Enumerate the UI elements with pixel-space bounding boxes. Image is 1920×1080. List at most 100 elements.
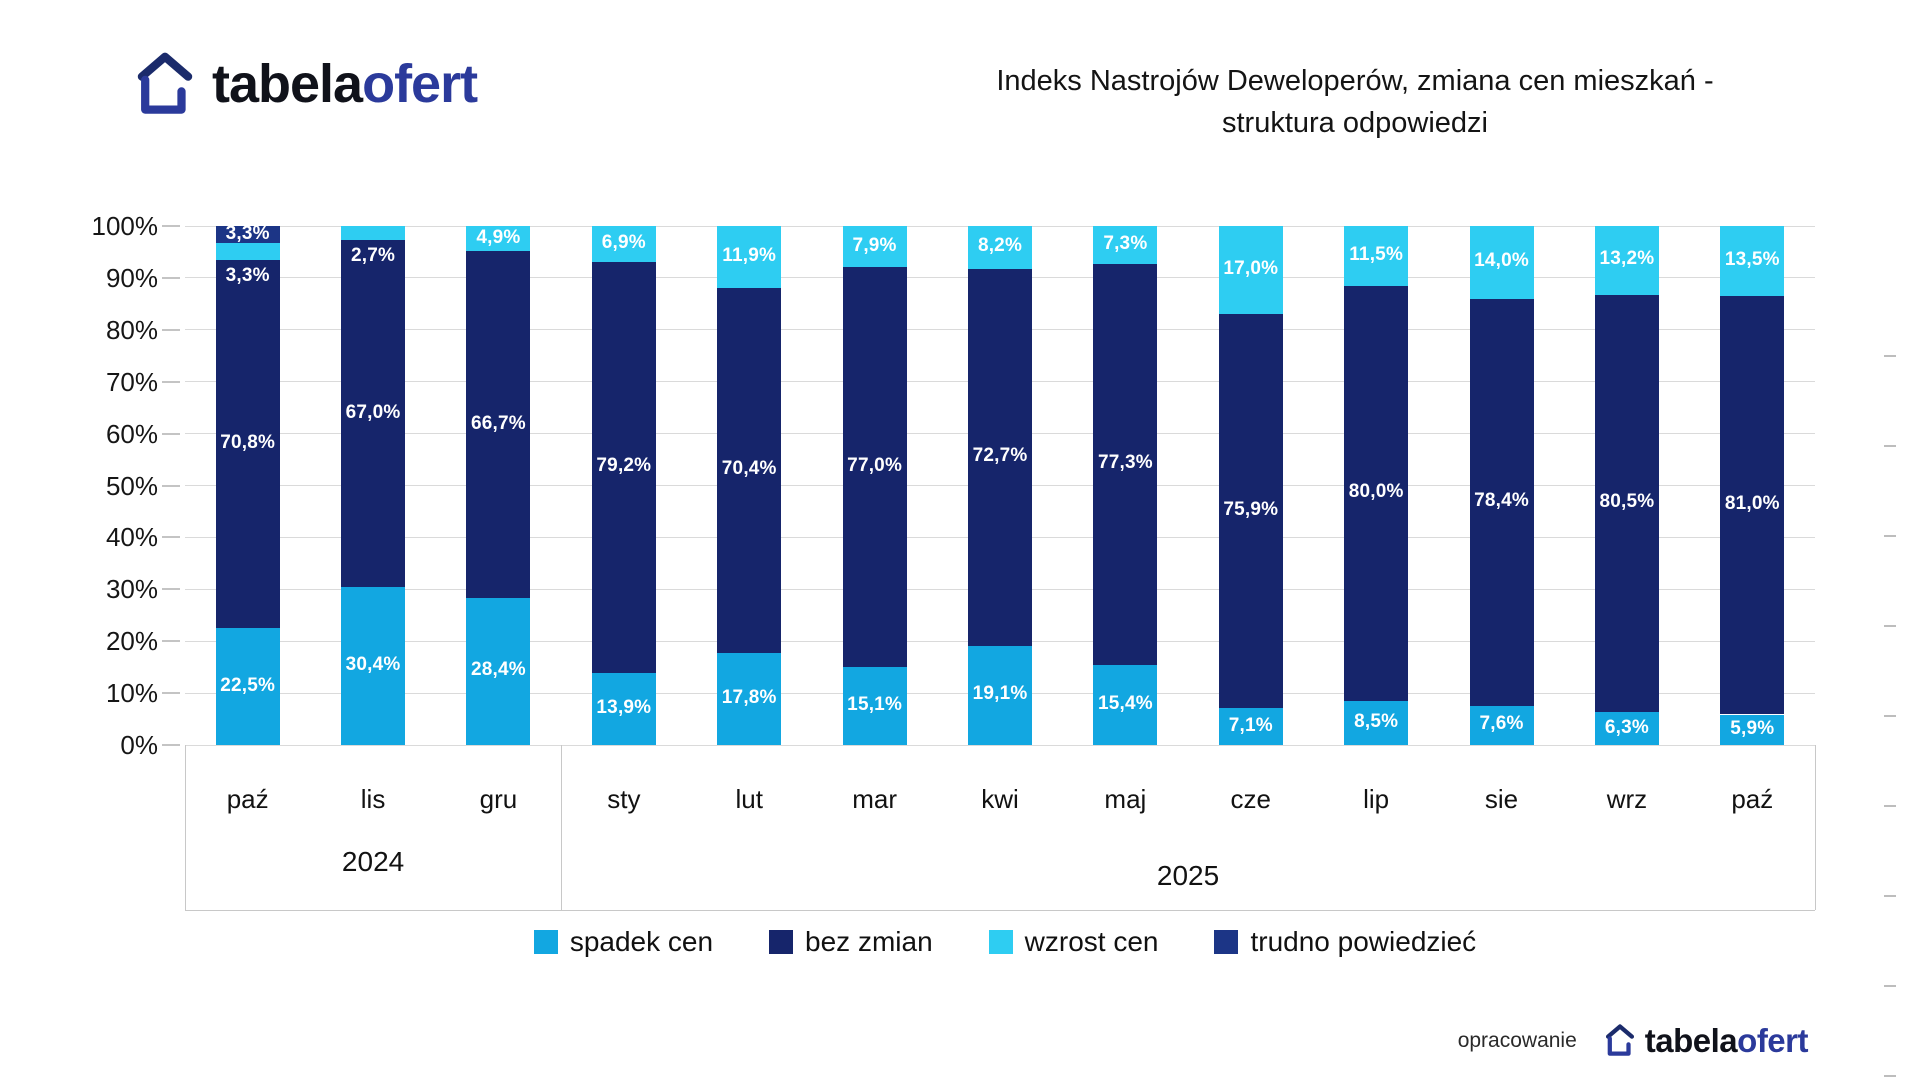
x-axis-month-label-mar: mar bbox=[852, 784, 897, 814]
y-axis-tick-mark bbox=[162, 588, 180, 591]
bar-value-label: 14,0% bbox=[1474, 250, 1529, 272]
x-axis-month-label-lut: lut bbox=[735, 784, 763, 814]
y-axis-tick-mark bbox=[162, 536, 180, 539]
bar-segment-maj-spadek-cen bbox=[1093, 665, 1158, 745]
bar-value-label: 28,4% bbox=[471, 659, 526, 681]
y-axis-tick-label: 0% bbox=[120, 730, 158, 760]
bar-value-label: 7,6% bbox=[1479, 713, 1524, 735]
footer: opracowanie tabelaofert bbox=[1458, 1022, 1809, 1059]
footer-logo-text-blue: ofert bbox=[1737, 1022, 1808, 1059]
legend-item-spadek-cen: spadek cen bbox=[533, 926, 713, 958]
bar-segment-lis-bez-zmian bbox=[341, 239, 406, 588]
gridline-0 bbox=[185, 744, 1815, 746]
brand-logo-text: tabelaofert bbox=[212, 54, 478, 114]
bar-segment-mar-bez-zmian bbox=[842, 267, 907, 667]
bar-value-label: 2,7% bbox=[351, 244, 396, 266]
y-axis-tick-label: 20% bbox=[105, 626, 158, 657]
bar-segment-gru-spadek-cen bbox=[466, 597, 531, 745]
footer-house-logo-icon bbox=[1605, 1024, 1634, 1056]
axis-group-separator-0 bbox=[184, 745, 186, 910]
y-axis-tick-label: 10% bbox=[105, 678, 158, 709]
bar-value-label: 8,5% bbox=[1354, 710, 1399, 732]
bar-value-label: 4,9% bbox=[476, 226, 521, 248]
bar-value-label: 7,9% bbox=[852, 234, 897, 256]
x-axis-month-label-paź: paź bbox=[1731, 784, 1774, 814]
right-minor-tick bbox=[1884, 895, 1896, 897]
y-axis-tick-mark bbox=[162, 432, 180, 435]
bar-value-label: 81,0% bbox=[1724, 493, 1780, 515]
bar-value-label: 6,9% bbox=[601, 231, 646, 253]
x-axis-month-label-cze: cze bbox=[1230, 784, 1271, 814]
y-axis-tick-label: 90% bbox=[105, 262, 158, 293]
axis-group-separator-1 bbox=[560, 745, 562, 910]
logo-text-blue: ofert bbox=[362, 54, 478, 114]
bar-value-label: 7,3% bbox=[1103, 232, 1148, 254]
x-axis-month-label-sie: sie bbox=[1484, 784, 1519, 814]
y-axis-tick-label: 60% bbox=[105, 418, 158, 449]
bar-segment-maj-bez-zmian bbox=[1093, 263, 1158, 666]
legend-swatch-spadek-cen bbox=[533, 930, 558, 954]
bar-value-label: 70,8% bbox=[220, 432, 276, 454]
bar-value-label: 75,9% bbox=[1223, 499, 1279, 521]
legend-item-trudno-powiedziec: trudno powiedzieć bbox=[1214, 926, 1476, 958]
bar-value-label: 66,7% bbox=[471, 412, 526, 434]
bar-segment-paź-spadek-cen bbox=[1720, 714, 1785, 745]
bar-segment-lut-wzrost-cen bbox=[717, 226, 782, 288]
bar-value-label: 77,0% bbox=[847, 454, 903, 476]
x-axis-month-label-wrz: wrz bbox=[1606, 784, 1648, 814]
bar-segment-maj-wzrost-cen bbox=[1093, 226, 1158, 264]
bar-segment-kwi-spadek-cen bbox=[968, 645, 1032, 745]
legend-label-wzrost-cen: wzrost cen bbox=[1024, 926, 1159, 957]
x-axis-month-label-maj: maj bbox=[1104, 784, 1147, 814]
bar-value-label: 72,7% bbox=[972, 445, 1028, 467]
house-logo-icon bbox=[137, 52, 193, 114]
bar-segment-paź-bez-zmian bbox=[215, 260, 280, 629]
bar-value-label: 11,5% bbox=[1349, 243, 1404, 265]
chart-title-line2: struktura odpowiedzi bbox=[1222, 107, 1488, 140]
bar-segment-sie-bez-zmian bbox=[1469, 298, 1534, 706]
bar-value-label: 78,4% bbox=[1474, 490, 1529, 512]
x-axis-month-label-lis: lis bbox=[360, 784, 386, 814]
y-axis-tick-label: 50% bbox=[105, 470, 158, 501]
bar-segment-kwi-bez-zmian bbox=[968, 268, 1032, 646]
bar-segment-lip-bez-zmian bbox=[1344, 285, 1409, 701]
logo-text-black: tabela bbox=[212, 54, 363, 114]
footer-brand-logo: tabelaofert bbox=[1603, 1022, 1808, 1059]
y-axis-tick-label: 80% bbox=[105, 314, 158, 345]
y-axis-tick-mark bbox=[162, 380, 180, 383]
y-axis-tick-label: 70% bbox=[105, 366, 158, 397]
bar-segment-paź-trudno-powiedzieć bbox=[215, 226, 280, 244]
x-axis-month-label-gru: gru bbox=[479, 784, 518, 814]
bar-segment-gru-wzrost-cen bbox=[466, 226, 531, 252]
bar-segment-wrz-spadek-cen bbox=[1594, 712, 1659, 745]
right-minor-tick bbox=[1884, 535, 1896, 537]
brand-logo: tabelaofert bbox=[132, 48, 478, 120]
legend-label-bez-zmian: bez zmian bbox=[805, 926, 933, 957]
legend-label-trudno-powiedziec: trudno powiedzieć bbox=[1250, 926, 1477, 957]
x-axis-month-label-lip: lip bbox=[1363, 784, 1390, 814]
right-minor-tick bbox=[1884, 1075, 1896, 1077]
legend-swatch-wzrost-cen bbox=[988, 930, 1013, 954]
bar-value-label: 13,9% bbox=[596, 696, 652, 718]
right-minor-tick bbox=[1884, 445, 1896, 447]
y-axis-tick-mark bbox=[162, 640, 180, 643]
bar-value-label: 3,3% bbox=[225, 264, 270, 286]
x-axis-month-label-paź: paź bbox=[226, 784, 269, 814]
right-minor-tick bbox=[1884, 715, 1896, 717]
bar-segment-cze-spadek-cen bbox=[1218, 708, 1283, 745]
bar-segment-lis-spadek-cen bbox=[341, 587, 406, 745]
bar-segment-paź-wzrost-cen bbox=[215, 243, 280, 261]
legend-item-bez-zmian: bez zmian bbox=[769, 926, 933, 958]
chart-title: Indeks Nastrojów Deweloperów, zmiana cen… bbox=[880, 60, 1830, 144]
y-axis-tick-mark bbox=[162, 276, 180, 279]
bar-segment-paź-spadek-cen bbox=[215, 628, 280, 745]
footer-logo-text: tabelaofert bbox=[1645, 1022, 1809, 1059]
bar-value-label: 22,5% bbox=[220, 674, 276, 696]
bar-segment-paź-wzrost-cen bbox=[1720, 226, 1785, 296]
x-axis-year-label-2025: 2025 bbox=[1156, 860, 1220, 891]
bar-value-label: 7,1% bbox=[1228, 714, 1273, 736]
chart-legend: spadek cen bez zmian wzrost cen trudno p… bbox=[45, 926, 1920, 958]
right-minor-tick bbox=[1884, 805, 1896, 807]
